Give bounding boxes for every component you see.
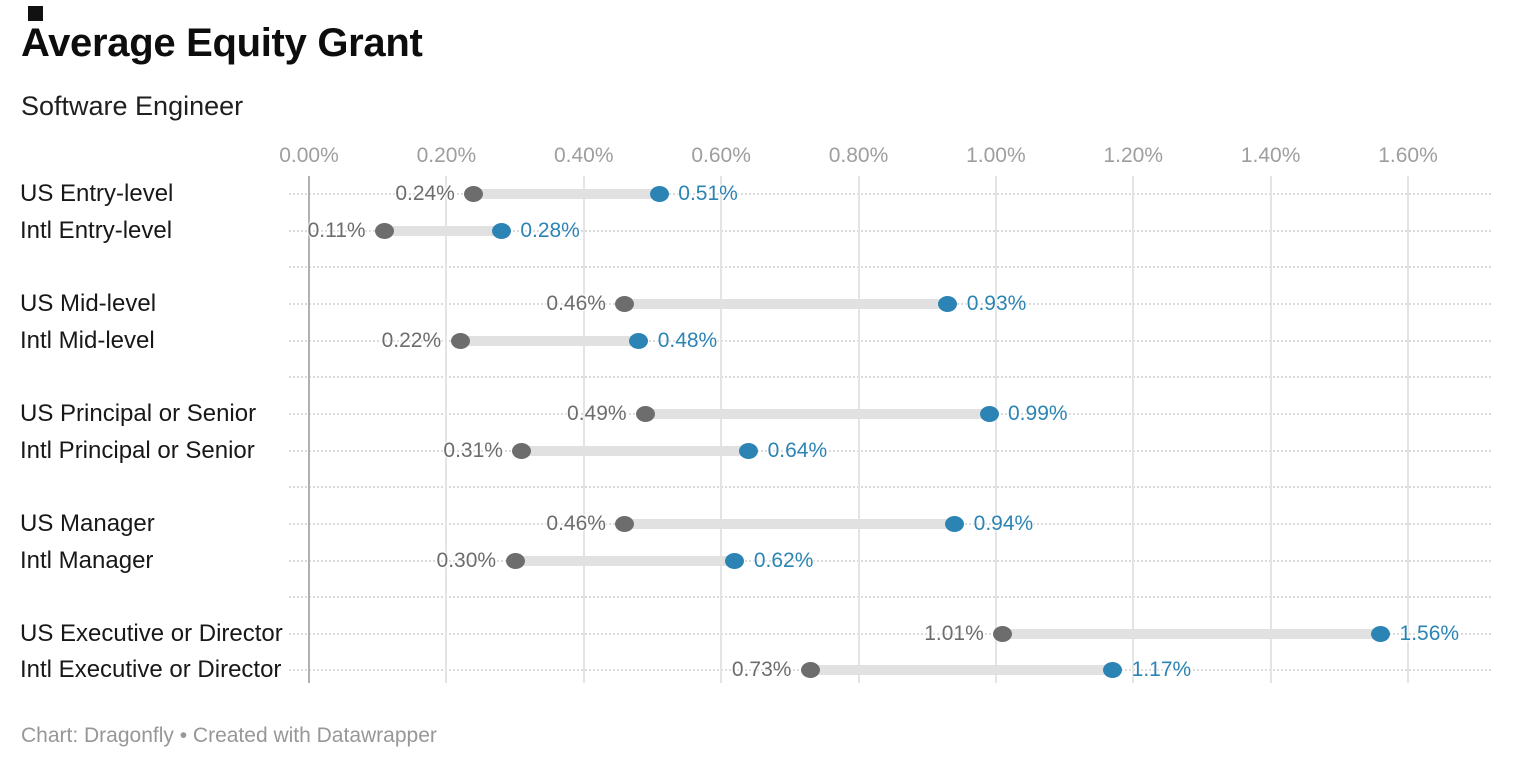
start-value-label: 0.46% (546, 291, 606, 315)
end-dot (491, 222, 511, 239)
category-label: Intl Entry-level (20, 216, 173, 244)
end-value-label: 0.99% (1008, 401, 1068, 425)
axis-tick-label: 0.40% (553, 144, 614, 167)
axis-tick-label: 0.80% (828, 144, 889, 167)
grid-line (582, 176, 585, 683)
row-dotted-line (289, 339, 1491, 342)
grid-line (994, 176, 997, 683)
end-value-label: 0.93% (966, 291, 1027, 315)
range-bar (510, 555, 740, 566)
category-label: Intl Principal or Senior (20, 436, 255, 464)
black-square-mark (28, 6, 43, 21)
axis-tick-label: 1.60% (1378, 144, 1438, 167)
end-value-label: 0.94% (973, 511, 1034, 535)
category-label: Intl Manager (20, 546, 154, 574)
start-value-label: 0.22% (381, 328, 442, 352)
axis-tick-label: 1.00% (966, 144, 1026, 167)
category-label: US Executive or Director (20, 619, 283, 647)
end-dot (979, 405, 999, 422)
group-spacer-dotted-line (289, 376, 1491, 379)
group-spacer-dotted-line (289, 596, 1491, 599)
range-bar (379, 225, 507, 236)
chart-title: Average Equity Grant (21, 21, 423, 65)
range-bar (468, 189, 665, 199)
axis-tick-label: 0.00% (279, 144, 339, 167)
grid-line (1132, 176, 1135, 683)
grid-line (857, 176, 860, 683)
category-label: Intl Executive or Director (20, 656, 282, 684)
start-value-label: 1.01% (924, 621, 984, 645)
end-value-label: 0.62% (753, 548, 814, 572)
category-label: US Entry-level (20, 180, 174, 207)
start-value-label: 0.73% (731, 658, 792, 682)
range-bar (619, 518, 960, 529)
end-value-label: 0.48% (657, 328, 718, 352)
end-value-label: 0.64% (767, 438, 828, 462)
end-dot (629, 332, 649, 349)
row-dotted-line (289, 632, 1491, 635)
start-dot (505, 552, 525, 569)
row-dotted-line (289, 559, 1491, 562)
end-value-label: 1.56% (1399, 621, 1460, 645)
row-dotted-line (289, 449, 1491, 452)
range-bar (805, 665, 1118, 676)
group-spacer-dotted-line (289, 486, 1491, 489)
range-bar (516, 445, 754, 456)
group-spacer-dotted-line (289, 266, 1491, 269)
grid-line (445, 176, 448, 683)
end-dot (739, 442, 759, 459)
end-dot (945, 515, 965, 532)
chart-subtitle: Software Engineer (21, 91, 244, 121)
grid-line (720, 176, 723, 683)
end-dot (938, 295, 958, 312)
row-dotted-line (289, 193, 1491, 195)
start-dot (512, 442, 532, 459)
grid-line (1407, 176, 1409, 683)
grid-line (1269, 176, 1272, 683)
axis-tick-label: 0.20% (416, 144, 477, 167)
category-label: US Mid-level (20, 289, 157, 317)
range-bar (619, 298, 953, 309)
end-value-label: 0.28% (520, 218, 580, 242)
start-value-label: 0.24% (395, 182, 455, 205)
end-dot (649, 186, 669, 202)
row-dotted-line (289, 229, 1491, 232)
range-bar (455, 335, 644, 346)
category-label: Intl Mid-level (20, 326, 155, 354)
end-dot (1103, 662, 1123, 679)
chart-footer: Chart: Dragonfly • Created with Datawrap… (21, 724, 437, 747)
start-dot (615, 515, 635, 532)
axis-tick-label: 1.40% (1240, 144, 1301, 167)
start-value-label: 0.11% (307, 218, 366, 242)
category-label: US Manager (20, 509, 155, 537)
start-value-label: 0.49% (567, 401, 627, 425)
axis-zero-line (308, 176, 310, 683)
axis-tick-label: 0.60% (691, 144, 751, 167)
start-dot (450, 332, 470, 349)
start-dot (464, 186, 484, 202)
end-dot (725, 552, 745, 569)
range-bar (997, 628, 1386, 639)
start-value-label: 0.46% (546, 511, 606, 535)
start-dot (993, 625, 1013, 642)
range-bar (640, 408, 994, 419)
start-value-label: 0.31% (443, 438, 503, 462)
start-dot (636, 405, 656, 422)
end-dot (1371, 625, 1391, 642)
start-dot (375, 222, 395, 239)
end-value-label: 0.51% (678, 182, 738, 205)
start-dot (800, 662, 820, 679)
end-value-label: 1.17% (1131, 658, 1192, 682)
start-dot (615, 295, 635, 312)
axis-tick-label: 1.20% (1103, 144, 1164, 167)
start-value-label: 0.30% (436, 548, 497, 572)
category-label: US Principal or Senior (20, 399, 257, 427)
